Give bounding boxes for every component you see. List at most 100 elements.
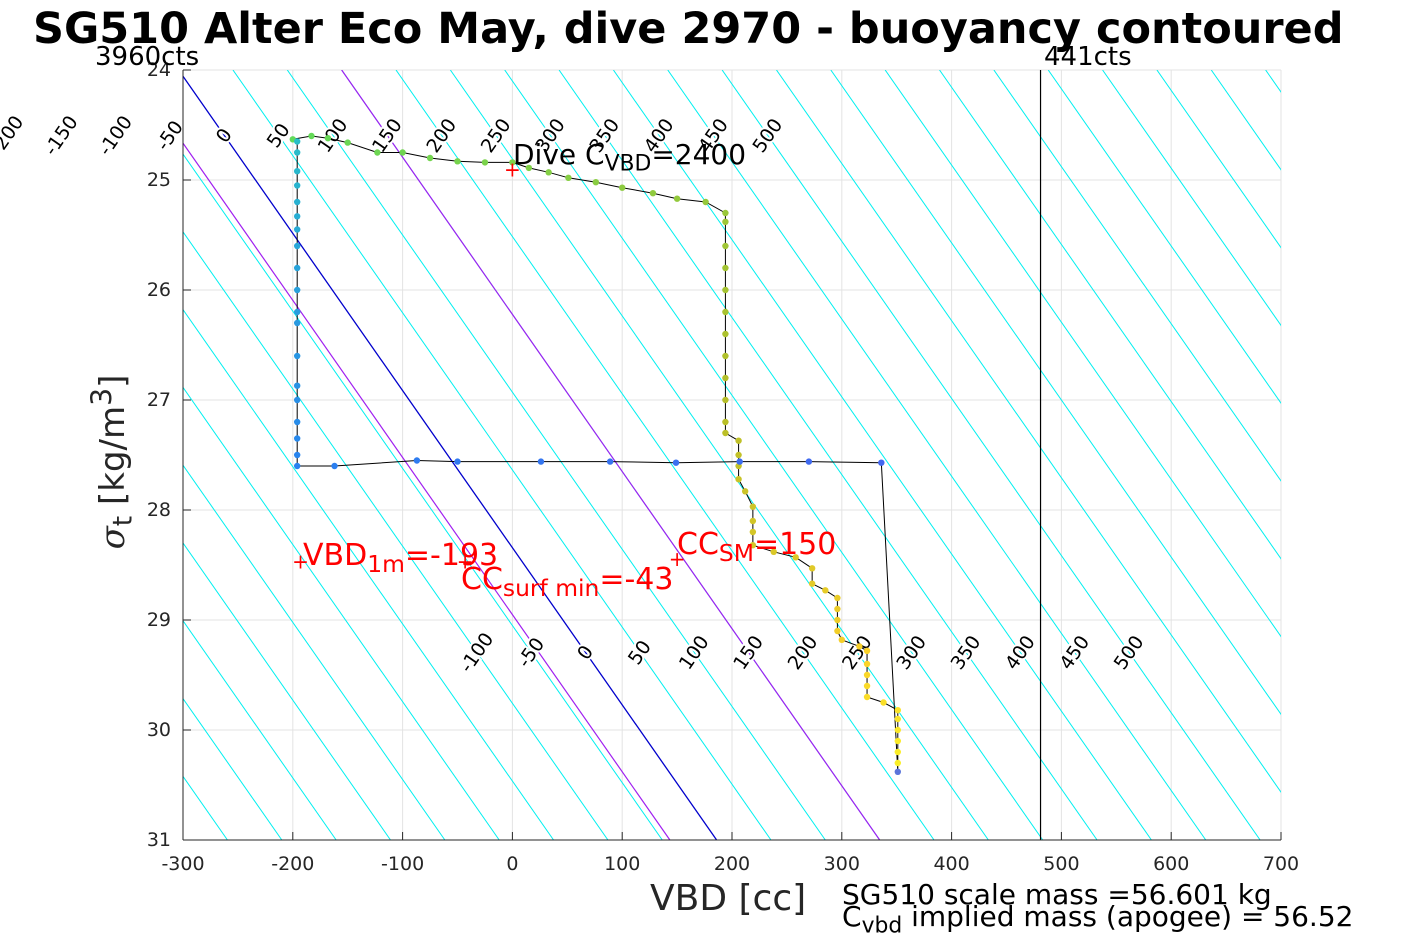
cc-sm-annotation: CCSM=150	[677, 527, 837, 567]
plus-marker: +	[504, 158, 521, 182]
dive-point	[792, 554, 799, 561]
contour-line	[1374, 70, 1417, 840]
contour-line	[183, 464, 446, 840]
dive-point	[293, 418, 301, 426]
dive-point	[834, 627, 841, 635]
contour-line	[667, 70, 1207, 840]
x-tick-label: 200	[714, 853, 750, 875]
dive-points	[289, 132, 901, 775]
dive-point	[722, 308, 729, 316]
x-tick-label: -200	[271, 853, 314, 875]
dive-point	[293, 182, 301, 189]
dive-point	[545, 169, 552, 176]
special-contour-line	[341, 70, 881, 840]
plus-marker: +	[292, 549, 309, 573]
dive-point	[293, 264, 301, 272]
contour-line	[1156, 70, 1281, 249]
contour-label-top: -200	[0, 112, 28, 160]
dive-point	[722, 352, 729, 360]
x-tick-label: 0	[506, 853, 518, 875]
dive-point	[722, 418, 729, 426]
dive-point	[735, 476, 742, 483]
dive-point	[894, 768, 901, 775]
contour-line	[721, 70, 1261, 840]
dive-point	[293, 213, 301, 220]
contour-line	[286, 70, 826, 840]
dive-point	[454, 458, 461, 465]
x-tick-label: 700	[1263, 853, 1299, 875]
dive-point	[878, 459, 885, 466]
dive-point	[293, 451, 301, 459]
dive-point	[324, 135, 332, 142]
dive-point	[894, 726, 901, 734]
dive-point	[749, 517, 757, 525]
dive-point	[344, 139, 351, 146]
dive-point	[805, 458, 813, 465]
tick-labels: -300 -200 -100 0 100 200 300 400 500 600 700 24 25 26…	[147, 59, 1299, 875]
contour-line	[183, 386, 500, 840]
contour-line	[613, 70, 1152, 840]
scale-mass-text: SG510 scale mass =56.601 kg	[842, 878, 1272, 911]
dive-point	[894, 759, 901, 767]
dive-point	[736, 458, 743, 465]
dive-point	[702, 198, 709, 206]
dive-point	[834, 605, 841, 613]
dive-point	[894, 748, 901, 756]
dive-point	[722, 374, 729, 382]
dive-point	[592, 179, 600, 186]
y-tick-label: 31	[147, 829, 171, 851]
x-tick-label: 400	[933, 853, 969, 875]
dive-point	[293, 198, 301, 206]
plus-marker: +	[457, 549, 474, 573]
contour-line	[830, 70, 1281, 716]
dive-point	[894, 707, 901, 714]
dive-point	[293, 319, 301, 327]
contour-line	[993, 70, 1281, 482]
dive-point	[649, 190, 657, 197]
vbd-1m-annotation: VBD1m=-193	[303, 538, 499, 578]
dive-point	[838, 636, 845, 643]
contour-line	[232, 70, 772, 840]
contour-line	[1320, 70, 1417, 840]
y-tick-label: 26	[147, 279, 171, 301]
dive-point	[293, 382, 301, 389]
dive-point	[863, 660, 871, 668]
dive-point	[722, 209, 729, 217]
dive-point	[808, 565, 816, 572]
dive-point	[293, 308, 301, 316]
contour-line	[884, 70, 1281, 638]
dive-point	[834, 616, 841, 624]
dive-point	[834, 594, 841, 602]
dive-point	[722, 429, 729, 437]
y-tick-label: 29	[147, 609, 171, 631]
contour-line	[1047, 70, 1281, 405]
y-tick-label: 24	[147, 59, 171, 81]
y-tick-label: 27	[147, 389, 171, 411]
annotation-markers: + + + +	[292, 158, 685, 574]
x-tick-label: 300	[824, 853, 860, 875]
dive-point	[749, 503, 757, 510]
dive-point	[735, 451, 742, 459]
dive-point	[293, 352, 301, 360]
dive-point	[293, 242, 301, 250]
dive-point	[722, 330, 729, 338]
y-tick-label: 28	[147, 499, 171, 521]
dive-point	[293, 462, 301, 470]
cc-surf-min-annotation: CCsurf min=-43	[461, 562, 674, 602]
x-tick-label: 100	[604, 853, 640, 875]
dive-point	[770, 548, 777, 555]
dive-point	[537, 458, 545, 465]
plus-marker: +	[669, 547, 686, 571]
x-tick-label: 500	[1043, 853, 1079, 875]
dive-point	[293, 396, 301, 404]
contour-label-top: -100	[94, 112, 137, 160]
x-tick-label: 600	[1153, 853, 1189, 875]
x-axis-label: VBD [cc]	[650, 878, 807, 919]
dive-point	[426, 154, 434, 162]
dive-point	[822, 587, 829, 594]
chart-title: SG510 Alter Eco May, dive 2970 - buoyanc…	[33, 4, 1344, 54]
dive-point	[863, 671, 871, 679]
contour-line	[558, 70, 1098, 840]
dive-point	[672, 459, 680, 466]
